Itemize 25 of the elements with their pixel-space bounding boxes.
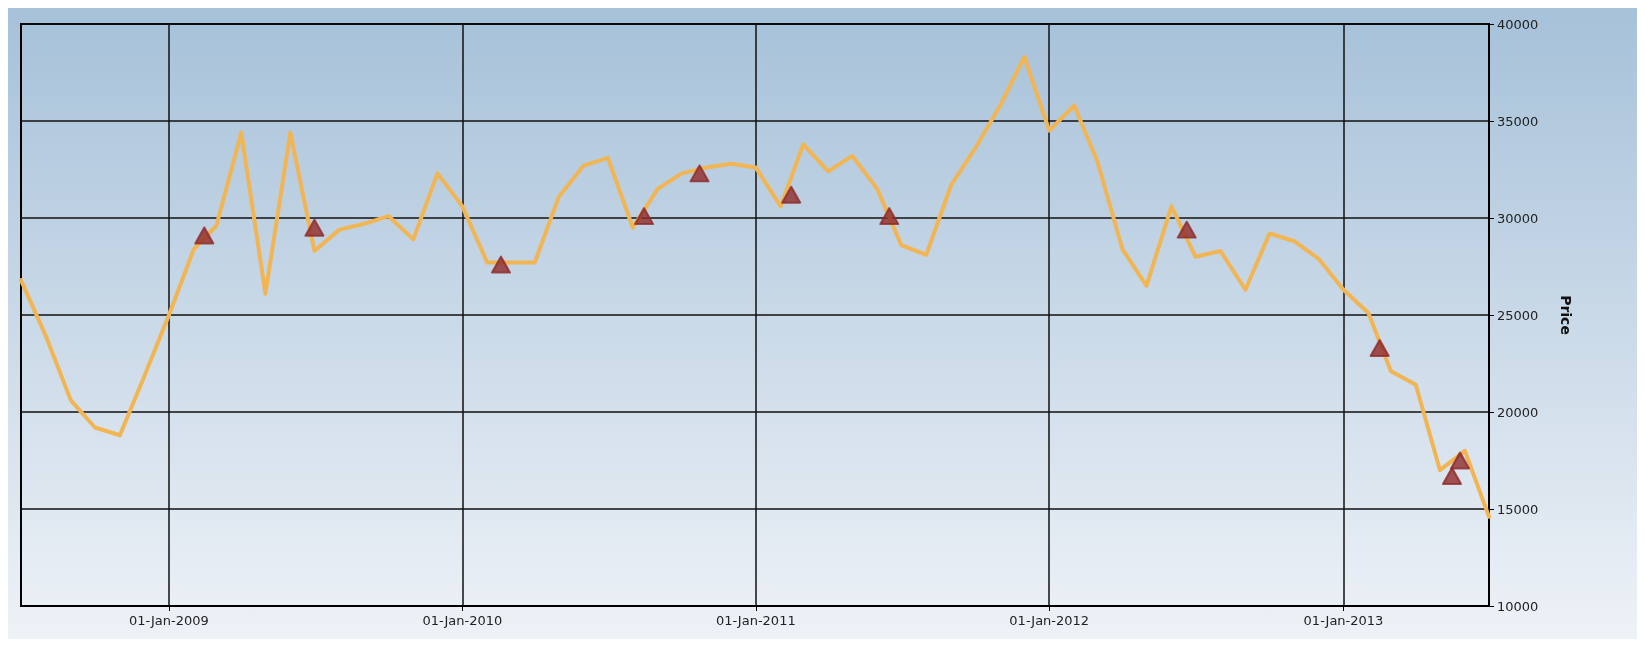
y-tick-label: 40000 <box>1497 16 1539 32</box>
point <box>879 207 900 226</box>
x-tick-label: 01-Jan-2010 <box>422 613 503 628</box>
y-tick-label: 10000 <box>1497 598 1539 614</box>
x-tick-label: 01-Jan-2009 <box>129 613 209 628</box>
x-tick-label: 01-Jan-2011 <box>715 613 796 628</box>
y-axis-title: Price <box>1558 295 1574 335</box>
point <box>304 218 325 237</box>
point <box>194 226 215 245</box>
point <box>689 164 710 183</box>
point <box>634 207 655 226</box>
y-tick-label: 25000 <box>1497 307 1539 323</box>
point <box>490 255 511 274</box>
point <box>1450 451 1471 470</box>
point <box>1442 467 1463 486</box>
y-tick-label: 15000 <box>1497 501 1539 517</box>
point <box>781 185 802 204</box>
point <box>1176 220 1197 239</box>
x-tick-label: 01-Jan-2013 <box>1303 613 1384 628</box>
line-series <box>19 54 1491 519</box>
y-tick-label: 20000 <box>1497 404 1539 420</box>
x-tick-label: 01-Jan-2012 <box>1009 613 1090 628</box>
y-tick-label: 30000 <box>1497 210 1539 226</box>
y-tick-label: 35000 <box>1497 113 1539 129</box>
point <box>1369 338 1390 357</box>
